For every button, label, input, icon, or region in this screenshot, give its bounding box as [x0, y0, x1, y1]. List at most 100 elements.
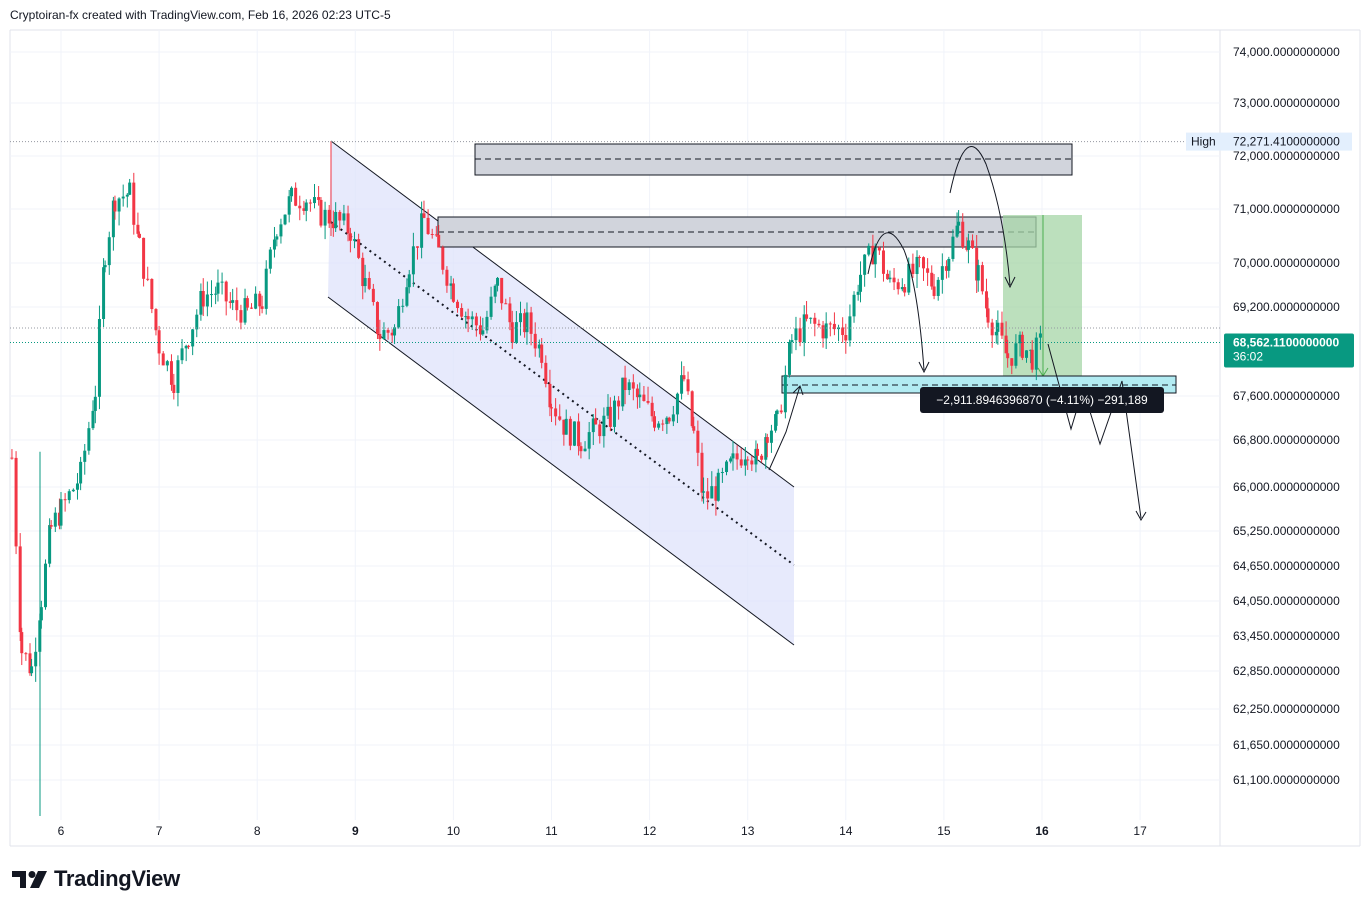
candle-body	[617, 400, 621, 407]
candle-body	[975, 247, 979, 281]
candle-body	[150, 278, 154, 310]
candle-body	[386, 330, 390, 333]
y-tick-label: 69,200.0000000000	[1233, 300, 1340, 314]
candle-body	[205, 294, 209, 307]
candle-body	[921, 257, 925, 269]
candle-body	[856, 291, 860, 295]
candle-body	[437, 234, 441, 248]
candle-body	[464, 316, 468, 318]
candle-body	[154, 309, 158, 331]
x-tick-label: 9	[352, 824, 359, 838]
candle-body	[71, 489, 75, 492]
candle-body	[1006, 353, 1010, 359]
candle-body	[646, 400, 650, 403]
candle-body	[176, 360, 180, 393]
last-price-countdown: 36:02	[1233, 349, 1263, 363]
y-tick-label: 74,000.0000000000	[1233, 45, 1340, 59]
candle-body	[514, 322, 518, 343]
y-tick-label: 62,250.0000000000	[1233, 702, 1340, 716]
candle-body	[415, 246, 419, 248]
candle-body	[481, 330, 485, 335]
x-tick-label: 8	[254, 824, 261, 838]
candle-body	[304, 202, 308, 211]
candle-body	[579, 446, 583, 452]
candle-body	[357, 239, 361, 258]
candle-body	[608, 406, 612, 427]
candle-body	[754, 448, 758, 465]
candle-body	[125, 194, 129, 197]
candle-body	[774, 414, 778, 431]
candle-body	[451, 283, 455, 302]
candle-body	[456, 301, 460, 309]
candle-body	[680, 375, 684, 394]
candle-body	[682, 375, 686, 380]
candle-body	[675, 393, 679, 415]
candle-body	[550, 407, 553, 409]
candle-body	[892, 277, 896, 283]
candle-body	[102, 267, 106, 320]
candle-body	[1034, 337, 1038, 370]
arrowhead	[792, 385, 804, 396]
x-tick-label: 16	[1035, 824, 1049, 838]
candle-body	[48, 525, 52, 564]
measure-label-text: −2,911.8946396870 (−4.11%) −291,189	[936, 393, 1148, 407]
candle-body	[348, 233, 352, 241]
candle-body	[466, 316, 470, 320]
candle-body	[397, 306, 401, 328]
resistance-zone-lower	[437, 216, 1037, 248]
candle-body	[272, 239, 276, 250]
candle-body	[254, 293, 258, 309]
candle-body	[201, 290, 205, 307]
candle-body	[250, 307, 254, 309]
candle-body	[554, 408, 558, 417]
candle-body	[298, 205, 302, 209]
candle-body	[496, 277, 500, 286]
candle-body	[598, 424, 602, 437]
candle-body	[932, 286, 936, 296]
candle-body	[809, 317, 813, 319]
candle-body	[994, 331, 998, 336]
candle-body	[725, 461, 729, 473]
y-tick-label: 62,850.0000000000	[1233, 664, 1340, 678]
candle-body	[361, 257, 365, 287]
candle-body	[621, 377, 625, 407]
candle-body	[583, 448, 587, 452]
candle-body	[790, 340, 794, 343]
candle-body	[657, 423, 661, 428]
candle-body	[587, 432, 591, 449]
candle-body	[191, 329, 195, 347]
tradingview-logo[interactable]: TradingView	[12, 866, 180, 892]
candle-body	[401, 305, 405, 307]
candle-body	[775, 410, 779, 415]
candle-body	[243, 298, 247, 323]
candle-body	[716, 472, 720, 501]
descending-channel-fill	[328, 141, 794, 645]
candle-body	[802, 314, 806, 343]
candle-body	[769, 430, 773, 443]
candle-body	[888, 277, 892, 280]
candle-body	[1038, 333, 1042, 338]
candle-body	[470, 316, 474, 320]
candle-body	[390, 332, 394, 336]
candle-body	[228, 301, 232, 303]
measure-label: −2,911.8946396870 (−4.11%) −291,189	[920, 387, 1164, 413]
candle-body	[103, 265, 107, 268]
y-tick-label: 72,000.0000000000	[1233, 149, 1340, 163]
candle-body	[510, 322, 514, 343]
y-tick-label: 61,650.0000000000	[1233, 738, 1340, 752]
candle-body	[568, 418, 572, 446]
candle-body	[764, 437, 768, 460]
candle-body	[121, 196, 125, 199]
candle-body	[805, 314, 809, 319]
candle-body	[67, 491, 71, 501]
candle-body	[947, 258, 951, 271]
y-tick-label: 66,800.0000000000	[1233, 433, 1340, 447]
x-tick-label: 7	[156, 824, 163, 838]
resistance-zone-upper	[474, 143, 1073, 176]
candle-body	[319, 199, 323, 226]
candle-body	[525, 312, 529, 333]
candle-body	[832, 323, 836, 330]
candle-body	[896, 282, 900, 290]
candle-body	[63, 499, 67, 501]
